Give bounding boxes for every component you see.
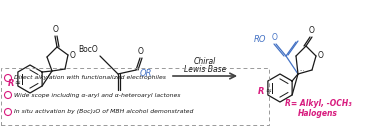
Text: Lewis Base: Lewis Base (184, 65, 226, 74)
Text: O: O (138, 47, 144, 56)
Text: Wide scope including α-aryl and α-heteroaryl lactones: Wide scope including α-aryl and α-hetero… (14, 92, 181, 98)
Text: ···: ··· (299, 68, 304, 73)
Text: O: O (70, 51, 76, 59)
Text: OR: OR (140, 70, 152, 78)
Text: O: O (272, 33, 278, 42)
Text: O: O (318, 52, 324, 60)
Text: R: R (8, 80, 14, 88)
Text: RO: RO (254, 36, 266, 44)
Text: O: O (53, 25, 59, 34)
Text: R: R (257, 87, 264, 97)
Text: O: O (309, 26, 315, 35)
Text: In situ activation by (Boc)₂O of MBH alcohol demonstrated: In situ activation by (Boc)₂O of MBH alc… (14, 109, 194, 115)
Text: $\approx$: $\approx$ (264, 88, 272, 94)
Text: Direct alkylation with functionalized electrophiles: Direct alkylation with functionalized el… (14, 75, 166, 81)
Text: R= Alkyl, -OCH₃: R= Alkyl, -OCH₃ (285, 100, 351, 108)
Text: Chiral: Chiral (194, 57, 216, 66)
Text: Halogens: Halogens (298, 108, 338, 118)
Text: BocO: BocO (78, 45, 98, 54)
Text: $\approx$: $\approx$ (13, 80, 21, 86)
